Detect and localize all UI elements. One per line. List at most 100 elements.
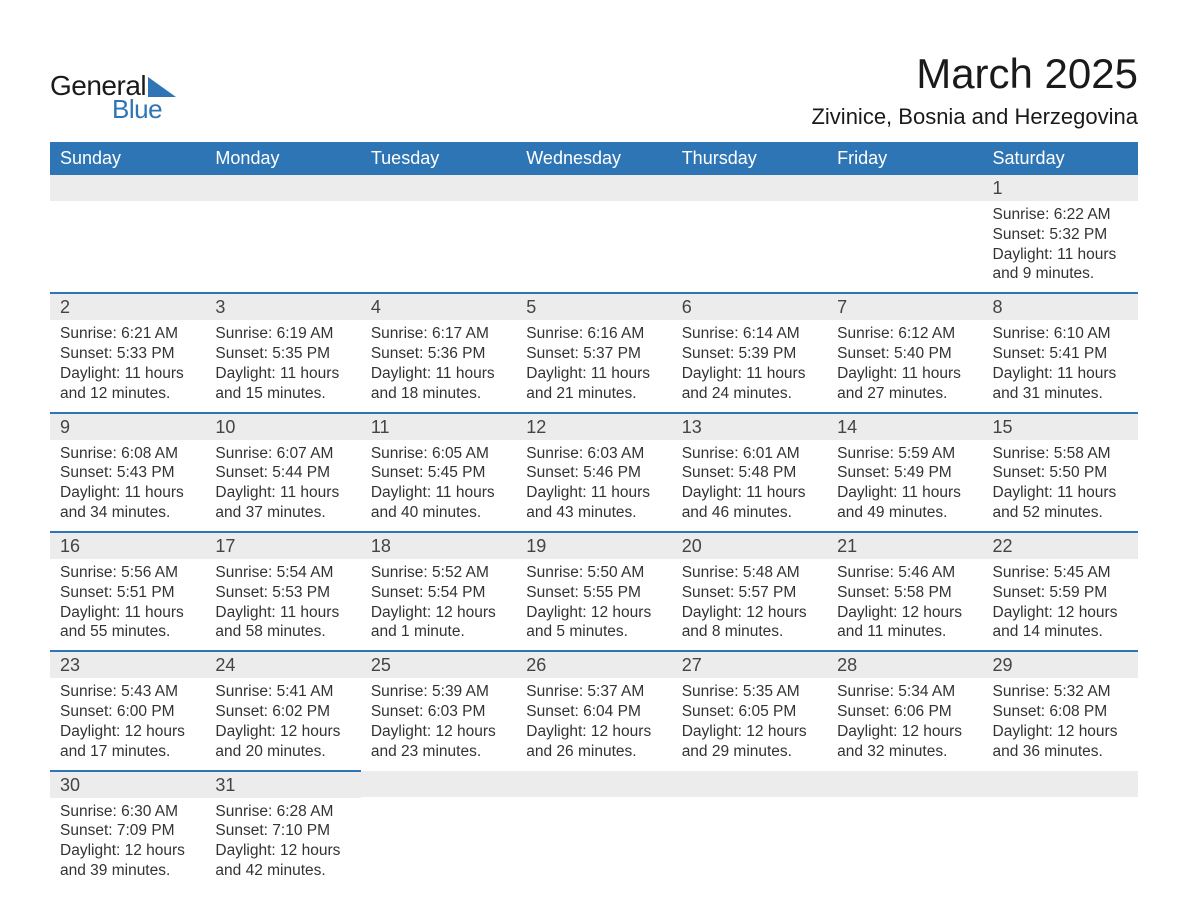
sunset-line: Sunset: 5:37 PM bbox=[526, 344, 661, 364]
daylight-line: Daylight: 11 hours and 34 minutes. bbox=[60, 483, 195, 523]
calendar-day-cell: 18Sunrise: 5:52 AMSunset: 5:54 PMDayligh… bbox=[361, 532, 516, 651]
calendar-day-cell: 5Sunrise: 6:16 AMSunset: 5:37 PMDaylight… bbox=[516, 293, 671, 412]
day-details bbox=[827, 201, 982, 281]
sunrise-line: Sunrise: 5:59 AM bbox=[837, 444, 972, 464]
sunset-line: Sunset: 5:36 PM bbox=[371, 344, 506, 364]
day-details: Sunrise: 5:46 AMSunset: 5:58 PMDaylight:… bbox=[827, 559, 982, 650]
sunset-line: Sunset: 6:05 PM bbox=[682, 702, 817, 722]
sunset-line: Sunset: 6:06 PM bbox=[837, 702, 972, 722]
day-number bbox=[827, 771, 982, 797]
calendar-day-cell: 6Sunrise: 6:14 AMSunset: 5:39 PMDaylight… bbox=[672, 293, 827, 412]
sunset-line: Sunset: 5:59 PM bbox=[993, 583, 1128, 603]
calendar-week-row: 9Sunrise: 6:08 AMSunset: 5:43 PMDaylight… bbox=[50, 413, 1138, 532]
sunrise-line: Sunrise: 6:21 AM bbox=[60, 324, 195, 344]
sunset-line: Sunset: 5:39 PM bbox=[682, 344, 817, 364]
day-details: Sunrise: 6:05 AMSunset: 5:45 PMDaylight:… bbox=[361, 440, 516, 531]
sunrise-line: Sunrise: 6:19 AM bbox=[215, 324, 350, 344]
sunset-line: Sunset: 6:04 PM bbox=[526, 702, 661, 722]
calendar-col-header: Thursday bbox=[672, 142, 827, 175]
day-details: Sunrise: 6:08 AMSunset: 5:43 PMDaylight:… bbox=[50, 440, 205, 531]
daylight-line: Daylight: 11 hours and 9 minutes. bbox=[993, 245, 1128, 285]
daylight-line: Daylight: 11 hours and 18 minutes. bbox=[371, 364, 506, 404]
sunset-line: Sunset: 5:35 PM bbox=[215, 344, 350, 364]
sunrise-line: Sunrise: 5:37 AM bbox=[526, 682, 661, 702]
calendar-day-cell bbox=[516, 175, 671, 293]
day-number: 14 bbox=[827, 414, 982, 440]
sunrise-line: Sunrise: 5:43 AM bbox=[60, 682, 195, 702]
daylight-line: Daylight: 12 hours and 5 minutes. bbox=[526, 603, 661, 643]
day-number: 29 bbox=[983, 652, 1138, 678]
day-number: 18 bbox=[361, 533, 516, 559]
day-details: Sunrise: 6:16 AMSunset: 5:37 PMDaylight:… bbox=[516, 320, 671, 411]
day-details: Sunrise: 5:43 AMSunset: 6:00 PMDaylight:… bbox=[50, 678, 205, 769]
day-number: 9 bbox=[50, 414, 205, 440]
sunrise-line: Sunrise: 5:50 AM bbox=[526, 563, 661, 583]
sunrise-line: Sunrise: 6:03 AM bbox=[526, 444, 661, 464]
day-details: Sunrise: 5:45 AMSunset: 5:59 PMDaylight:… bbox=[983, 559, 1138, 650]
day-details: Sunrise: 6:21 AMSunset: 5:33 PMDaylight:… bbox=[50, 320, 205, 411]
header: General Blue March 2025 Zivinice, Bosnia… bbox=[50, 50, 1138, 130]
day-details: Sunrise: 5:50 AMSunset: 5:55 PMDaylight:… bbox=[516, 559, 671, 650]
calendar-day-cell: 31Sunrise: 6:28 AMSunset: 7:10 PMDayligh… bbox=[205, 771, 360, 889]
day-number: 31 bbox=[205, 772, 360, 798]
calendar-day-cell: 29Sunrise: 5:32 AMSunset: 6:08 PMDayligh… bbox=[983, 651, 1138, 770]
calendar-day-cell: 12Sunrise: 6:03 AMSunset: 5:46 PMDayligh… bbox=[516, 413, 671, 532]
calendar-day-cell: 3Sunrise: 6:19 AMSunset: 5:35 PMDaylight… bbox=[205, 293, 360, 412]
sunrise-line: Sunrise: 5:34 AM bbox=[837, 682, 972, 702]
day-number: 3 bbox=[205, 294, 360, 320]
calendar-day-cell: 17Sunrise: 5:54 AMSunset: 5:53 PMDayligh… bbox=[205, 532, 360, 651]
day-number: 28 bbox=[827, 652, 982, 678]
sunrise-line: Sunrise: 5:54 AM bbox=[215, 563, 350, 583]
calendar-day-cell: 27Sunrise: 5:35 AMSunset: 6:05 PMDayligh… bbox=[672, 651, 827, 770]
day-number bbox=[361, 771, 516, 797]
calendar-day-cell: 19Sunrise: 5:50 AMSunset: 5:55 PMDayligh… bbox=[516, 532, 671, 651]
calendar-col-header: Monday bbox=[205, 142, 360, 175]
daylight-line: Daylight: 12 hours and 29 minutes. bbox=[682, 722, 817, 762]
calendar-day-cell bbox=[672, 771, 827, 889]
day-number: 6 bbox=[672, 294, 827, 320]
day-number: 30 bbox=[50, 772, 205, 798]
daylight-line: Daylight: 12 hours and 1 minute. bbox=[371, 603, 506, 643]
calendar-day-cell: 16Sunrise: 5:56 AMSunset: 5:51 PMDayligh… bbox=[50, 532, 205, 651]
day-details bbox=[50, 201, 205, 281]
day-number: 16 bbox=[50, 533, 205, 559]
day-number: 7 bbox=[827, 294, 982, 320]
calendar-day-cell: 28Sunrise: 5:34 AMSunset: 6:06 PMDayligh… bbox=[827, 651, 982, 770]
day-details: Sunrise: 6:30 AMSunset: 7:09 PMDaylight:… bbox=[50, 798, 205, 889]
day-number: 8 bbox=[983, 294, 1138, 320]
day-number bbox=[983, 771, 1138, 797]
calendar-week-row: 30Sunrise: 6:30 AMSunset: 7:09 PMDayligh… bbox=[50, 771, 1138, 889]
sunrise-line: Sunrise: 6:01 AM bbox=[682, 444, 817, 464]
sunrise-line: Sunrise: 5:32 AM bbox=[993, 682, 1128, 702]
sunset-line: Sunset: 5:48 PM bbox=[682, 463, 817, 483]
daylight-line: Daylight: 11 hours and 58 minutes. bbox=[215, 603, 350, 643]
day-details: Sunrise: 6:12 AMSunset: 5:40 PMDaylight:… bbox=[827, 320, 982, 411]
calendar-day-cell: 23Sunrise: 5:43 AMSunset: 6:00 PMDayligh… bbox=[50, 651, 205, 770]
day-number bbox=[516, 771, 671, 797]
day-number: 12 bbox=[516, 414, 671, 440]
calendar-day-cell bbox=[516, 771, 671, 889]
sunrise-line: Sunrise: 5:35 AM bbox=[682, 682, 817, 702]
calendar-week-row: 23Sunrise: 5:43 AMSunset: 6:00 PMDayligh… bbox=[50, 651, 1138, 770]
calendar-col-header: Wednesday bbox=[516, 142, 671, 175]
day-details: Sunrise: 5:34 AMSunset: 6:06 PMDaylight:… bbox=[827, 678, 982, 769]
sunrise-line: Sunrise: 6:16 AM bbox=[526, 324, 661, 344]
daylight-line: Daylight: 11 hours and 37 minutes. bbox=[215, 483, 350, 523]
sunrise-line: Sunrise: 6:12 AM bbox=[837, 324, 972, 344]
daylight-line: Daylight: 12 hours and 20 minutes. bbox=[215, 722, 350, 762]
calendar-day-cell bbox=[205, 175, 360, 293]
daylight-line: Daylight: 11 hours and 49 minutes. bbox=[837, 483, 972, 523]
logo-triangle-icon bbox=[148, 77, 176, 97]
day-details: Sunrise: 5:52 AMSunset: 5:54 PMDaylight:… bbox=[361, 559, 516, 650]
calendar-day-cell: 7Sunrise: 6:12 AMSunset: 5:40 PMDaylight… bbox=[827, 293, 982, 412]
daylight-line: Daylight: 12 hours and 8 minutes. bbox=[682, 603, 817, 643]
day-number bbox=[672, 771, 827, 797]
sunset-line: Sunset: 5:58 PM bbox=[837, 583, 972, 603]
sunset-line: Sunset: 5:55 PM bbox=[526, 583, 661, 603]
daylight-line: Daylight: 11 hours and 40 minutes. bbox=[371, 483, 506, 523]
day-details bbox=[827, 797, 982, 877]
day-details: Sunrise: 5:37 AMSunset: 6:04 PMDaylight:… bbox=[516, 678, 671, 769]
sunset-line: Sunset: 5:41 PM bbox=[993, 344, 1128, 364]
calendar-header-row: SundayMondayTuesdayWednesdayThursdayFrid… bbox=[50, 142, 1138, 175]
sunrise-line: Sunrise: 5:46 AM bbox=[837, 563, 972, 583]
